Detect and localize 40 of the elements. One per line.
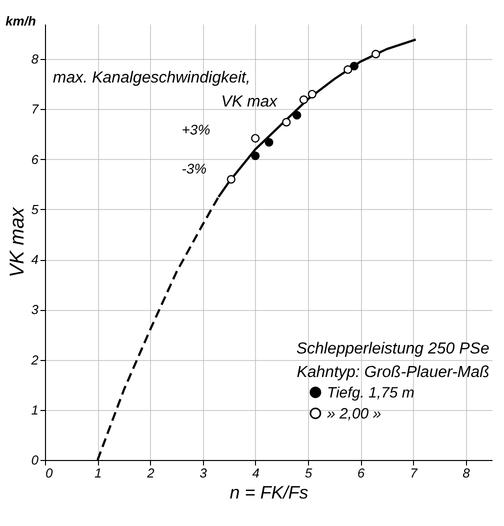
- annotation: Kahntyp: Groß-Plauer-Maß: [296, 364, 490, 381]
- x-tick-label: 1: [94, 466, 102, 480]
- annotation: +3%: [182, 122, 210, 138]
- point: [292, 110, 302, 120]
- annotation: Schlepperleistung 250 PSe: [296, 340, 490, 358]
- y-tick-label: 7: [31, 102, 40, 117]
- point: [251, 152, 260, 160]
- point: [344, 65, 352, 74]
- legend-label: » 2,00 »: [326, 405, 382, 422]
- point: [264, 138, 274, 147]
- annotation: max. Kanalgeschwindigkeit,: [52, 70, 250, 87]
- x-tick-label: 7: [410, 466, 418, 480]
- x-tick-label: 6: [357, 466, 366, 480]
- point: [350, 62, 359, 70]
- y-tick-label: 5: [31, 202, 40, 217]
- y-tick-label: 4: [31, 252, 38, 268]
- point: [226, 175, 236, 184]
- annotation: VK max: [221, 94, 278, 111]
- point: [308, 90, 316, 98]
- x-tick-label: 3: [200, 466, 208, 480]
- point: [299, 95, 308, 104]
- x-tick-label: 2: [146, 466, 156, 480]
- y-tick-label: 8: [31, 52, 40, 67]
- y-tick-label: 0: [31, 452, 40, 468]
- x-tick-label: 0: [46, 466, 54, 480]
- y-axis-title: VK max: [6, 206, 28, 278]
- text: km/h: [6, 13, 36, 28]
- y-tick-label: 1: [31, 402, 38, 418]
- legend-label: Tiefg. 1,75 m: [326, 384, 414, 402]
- x-axis-title: n = FK/Fs: [230, 482, 308, 502]
- point: [371, 50, 380, 58]
- x-tick-label: 4: [252, 466, 260, 480]
- y-tick-label: 6: [31, 152, 40, 167]
- x-tick-label: 8: [462, 466, 471, 480]
- y-tick-label: 2: [30, 352, 40, 368]
- point: [282, 118, 291, 127]
- point: [251, 134, 260, 143]
- y-tick-label: 3: [31, 302, 40, 318]
- annotation: -3%: [182, 160, 207, 176]
- x-tick-label: 5: [304, 466, 313, 480]
